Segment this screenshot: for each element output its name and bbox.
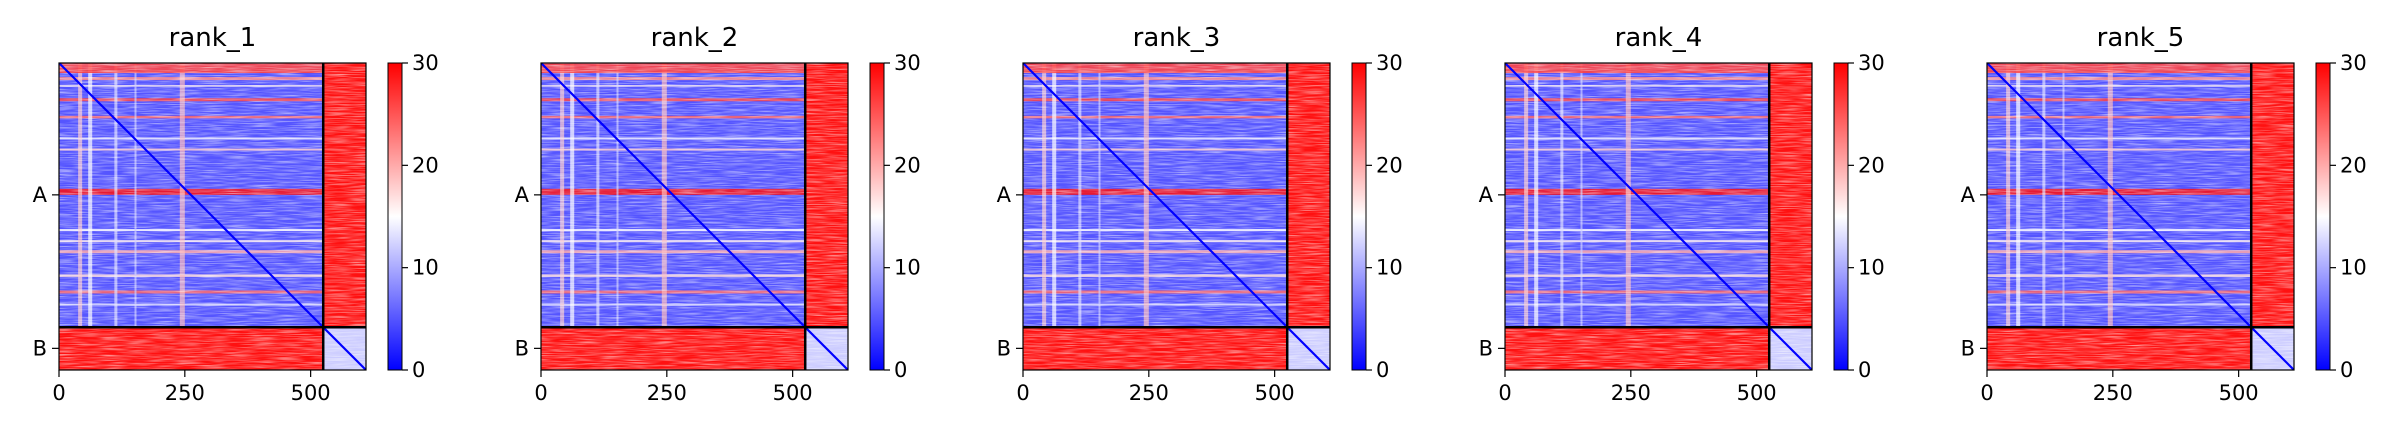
heatmap-cells (59, 63, 366, 370)
colorbar-tick-label: 0 (412, 358, 425, 382)
x-tick-label: 0 (52, 381, 65, 405)
chart-title: rank_4 (1615, 23, 1703, 53)
colorbar-tick-label: 10 (1858, 256, 1885, 280)
colorbar-tick-label: 30 (894, 51, 921, 75)
heatmap-diagonal (1023, 63, 1288, 328)
axes-frame (540, 62, 849, 371)
heatmap-diagonal (322, 326, 366, 370)
colorbar-tick-label: 10 (894, 256, 921, 280)
colorbar-tick-label: 0 (894, 358, 907, 382)
x-tick-label: 250 (2093, 381, 2133, 405)
heatmap-cells (1987, 63, 2294, 370)
y-tick-label: A (997, 183, 1012, 207)
chart-title: rank_3 (1133, 23, 1221, 53)
colorbar-tick-label: 30 (1858, 51, 1885, 75)
colorbar-tick-label: 0 (2340, 358, 2353, 382)
heatmap-diagonal (541, 63, 806, 328)
x-tick-label: 0 (534, 381, 547, 405)
axes-frame (1986, 62, 2295, 371)
colorbar-tick-label: 20 (1376, 153, 1403, 177)
chart-title: rank_2 (651, 23, 739, 53)
colorbar-tick-label: 0 (1858, 358, 1871, 382)
y-tick-label: A (1961, 183, 1976, 207)
x-tick-label: 250 (165, 381, 205, 405)
colorbar (387, 62, 403, 371)
y-tick-label: B (997, 336, 1011, 360)
colorbar-tick-label: 20 (1858, 153, 1885, 177)
heatmap-diagonal (1987, 63, 2252, 328)
x-tick-label: 250 (1611, 381, 1651, 405)
colorbar-tick-label: 0 (1376, 358, 1389, 382)
chart-title: rank_1 (169, 23, 257, 53)
colorbar (1833, 62, 1849, 371)
x-tick-label: 0 (1016, 381, 1029, 405)
y-tick-label: B (1479, 336, 1493, 360)
heatmap-cells (541, 63, 848, 370)
colorbar-tick-label: 30 (1376, 51, 1403, 75)
colorbar (1351, 62, 1367, 371)
heatmap-cells (1023, 63, 1330, 370)
colorbar-tick-label: 30 (2340, 51, 2367, 75)
colorbar-tick-label: 20 (2340, 153, 2367, 177)
x-tick-label: 250 (1129, 381, 1169, 405)
colorbar (869, 62, 885, 371)
x-tick-label: 500 (1737, 381, 1777, 405)
colorbar-tick-label: 10 (412, 256, 439, 280)
colorbar-tick-label: 30 (412, 51, 439, 75)
colorbar-tick-label: 10 (1376, 256, 1403, 280)
colorbar (2315, 62, 2331, 371)
axes-frame (58, 62, 367, 371)
colorbar-tick-label: 10 (2340, 256, 2367, 280)
heatmap-diagonal (1286, 326, 1330, 370)
heatmap-diagonal (59, 63, 324, 328)
colorbar-tick-label: 20 (412, 153, 439, 177)
x-tick-label: 500 (773, 381, 813, 405)
y-tick-label: B (1961, 336, 1975, 360)
heatmap-cells (1505, 63, 1812, 370)
x-tick-label: 250 (647, 381, 687, 405)
heatmap-diagonal (1505, 63, 1770, 328)
chart-title: rank_5 (2097, 23, 2185, 53)
colorbar-tick-label: 20 (894, 153, 921, 177)
x-tick-label: 0 (1498, 381, 1511, 405)
axes-frame (1022, 62, 1331, 371)
x-tick-label: 0 (1980, 381, 1993, 405)
heatmap-diagonal (1768, 326, 1812, 370)
heatmap-diagonal (2250, 326, 2294, 370)
heatmap-diagonal (804, 326, 848, 370)
y-tick-label: A (33, 183, 48, 207)
x-tick-label: 500 (291, 381, 331, 405)
y-tick-label: A (1479, 183, 1494, 207)
x-tick-label: 500 (1255, 381, 1295, 405)
y-tick-label: B (515, 336, 529, 360)
axes-frame (1504, 62, 1813, 371)
y-tick-label: B (33, 336, 47, 360)
y-tick-label: A (515, 183, 530, 207)
x-tick-label: 500 (2219, 381, 2259, 405)
